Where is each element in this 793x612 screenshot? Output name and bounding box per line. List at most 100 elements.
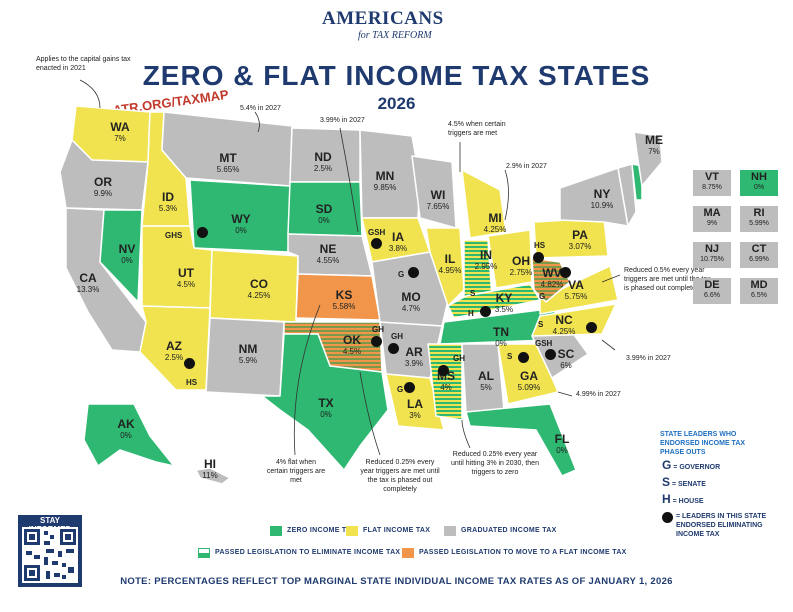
label-wy: WY 0%	[231, 212, 251, 236]
legend-eliminate: PASSED LEGISLATION TO ELIMINATE INCOME T…	[215, 549, 401, 556]
label-az: AZ 2.5%	[164, 339, 184, 363]
leader-letters-sc: GSH	[535, 339, 553, 348]
box-nj: NJ 10.75%	[693, 242, 731, 268]
label-wa: WA 7%	[110, 120, 130, 144]
state-il	[425, 227, 465, 307]
label-tx: TX 0%	[318, 396, 334, 420]
state-mt	[161, 111, 293, 187]
callout-line-ga	[557, 391, 573, 397]
callout-line-wa	[79, 79, 101, 109]
qr-code-icon[interactable]	[22, 527, 78, 583]
label-nd: ND 2.5%	[313, 150, 333, 174]
atr-logo-title: AMERICANS	[322, 8, 444, 29]
state-hi	[195, 467, 231, 485]
label-tn: TN 0%	[493, 325, 509, 349]
leader-dot-oh	[533, 252, 544, 263]
leader-letters-wv: G	[539, 292, 546, 301]
label-nv: NV 0%	[118, 242, 136, 266]
label-la: LA 3%	[407, 397, 423, 421]
label-oh: OH 2.75%	[509, 254, 533, 278]
callout-line-ks	[293, 304, 321, 456]
page-year: 2026	[377, 94, 416, 113]
label-wi: WI 7.65%	[426, 188, 450, 212]
label-ga: GA 5.09%	[517, 369, 541, 393]
label-or: OR 9.9%	[93, 175, 113, 199]
label-me: ME 7%	[645, 133, 663, 157]
legend-flat: FLAT INCOME TAX	[363, 527, 431, 534]
label-hi: HI 11%	[202, 457, 218, 481]
atr-logo-subtitle: for TAX REFORM	[358, 30, 432, 41]
label-sd: SD 0%	[315, 202, 333, 226]
leader-letters-ar: GH	[391, 332, 403, 341]
leader-letters-nc: S	[538, 320, 544, 329]
leaders-legend-dot	[662, 512, 673, 523]
box-de: DE 6.6%	[693, 278, 731, 304]
label-ak: AK 0%	[117, 417, 135, 441]
label-in: IN 2.95%	[474, 248, 498, 272]
label-pa: PA 3.07%	[568, 228, 592, 252]
leader-dot-id	[197, 227, 208, 238]
note-ga-2027: 4.99% in 2027	[576, 391, 621, 398]
callout-line-oh	[504, 169, 509, 221]
box-vt: VT 8.75%	[693, 170, 731, 196]
leader-dot-ky	[480, 306, 491, 317]
label-ut: UT 4.5%	[176, 266, 196, 290]
state-fl	[465, 403, 577, 477]
leader-dot-la	[404, 382, 415, 393]
note-ks-flat: 4% flat when certain triggers are met	[266, 459, 326, 484]
label-id: ID 5.3%	[158, 190, 178, 214]
note-nd-2027: 3.99% in 2027	[320, 117, 365, 124]
leader-letters-ga: S	[507, 352, 513, 361]
label-mn: MN 9.85%	[373, 169, 397, 193]
leader-dot-ok	[371, 336, 382, 347]
label-al: AL 5%	[478, 369, 494, 393]
note-ms-reduce: Reduced 0.25% every year until hitting 3…	[451, 451, 539, 476]
callout-line-mt	[254, 111, 260, 133]
note-oh-2027: 2.9% in 2027	[506, 163, 547, 170]
note-wi-triggers: 4.5% when certain triggers are met	[448, 121, 506, 137]
leaders-legend-house: H = HOUSE	[662, 492, 704, 506]
leader-letters-ia: GSH	[368, 228, 386, 237]
label-nc: NC 4.25%	[552, 313, 576, 337]
leader-letters-oh: HS	[534, 241, 546, 250]
footer-note: NOTE: PERCENTAGES REFLECT TOP MARGINAL S…	[120, 576, 673, 587]
legend-swatch-zero	[270, 526, 282, 536]
box-ma: MA 9%	[693, 206, 731, 232]
callout-line-ok	[359, 371, 381, 456]
state-va	[539, 265, 619, 315]
label-mt: MT 5.65%	[216, 151, 240, 175]
label-va: VA 5.75%	[564, 278, 588, 302]
label-mo: MO 4.7%	[401, 290, 421, 314]
callout-line-va	[601, 274, 621, 283]
box-md: MD 6.5%	[740, 278, 778, 304]
label-ky: KY 3.5%	[494, 291, 514, 315]
state-la	[385, 373, 445, 431]
leader-letters-az: HS	[186, 378, 198, 387]
label-co: CO 4.25%	[247, 277, 271, 301]
legend-zero: ZERO INCOME TAX	[287, 527, 357, 534]
label-mi: MI 4.25%	[483, 211, 507, 235]
state-mi	[461, 169, 507, 239]
callout-line-ms	[461, 419, 471, 449]
note-va-reduce: Reduced 0.5% every year triggers are met…	[624, 267, 711, 292]
label-ca: CA 13.3%	[76, 271, 100, 295]
state-mo	[371, 251, 449, 327]
legend-to-flat: PASSED LEGISLATION TO MOVE TO A FLAT INC…	[419, 549, 627, 556]
label-sc: SC 6%	[557, 347, 575, 371]
leader-letters-ms: GH	[453, 354, 465, 363]
label-ok: OK 4.5%	[342, 333, 362, 357]
legend-swatch-eliminate	[198, 548, 210, 558]
legend-graduated: GRADUATED INCOME TAX	[461, 527, 557, 534]
leader-letters-la: G	[397, 385, 404, 394]
leader-letters-mo: G	[398, 270, 405, 279]
leaders-legend-title: STATE LEADERS WHO ENDORSED INCOME TAX PH…	[660, 431, 746, 456]
state-nv	[99, 209, 143, 303]
leader-letters-ok: GH	[372, 325, 384, 334]
leader-dot-ms	[438, 365, 449, 376]
label-il: IL 4.95%	[438, 252, 462, 276]
note-mt-2027: 5.4% in 2027	[240, 105, 281, 112]
leaders-legend-governor: G = GOVERNOR	[662, 458, 721, 472]
leader-dot-nc	[586, 322, 597, 333]
leader-dot-ia	[371, 238, 382, 249]
